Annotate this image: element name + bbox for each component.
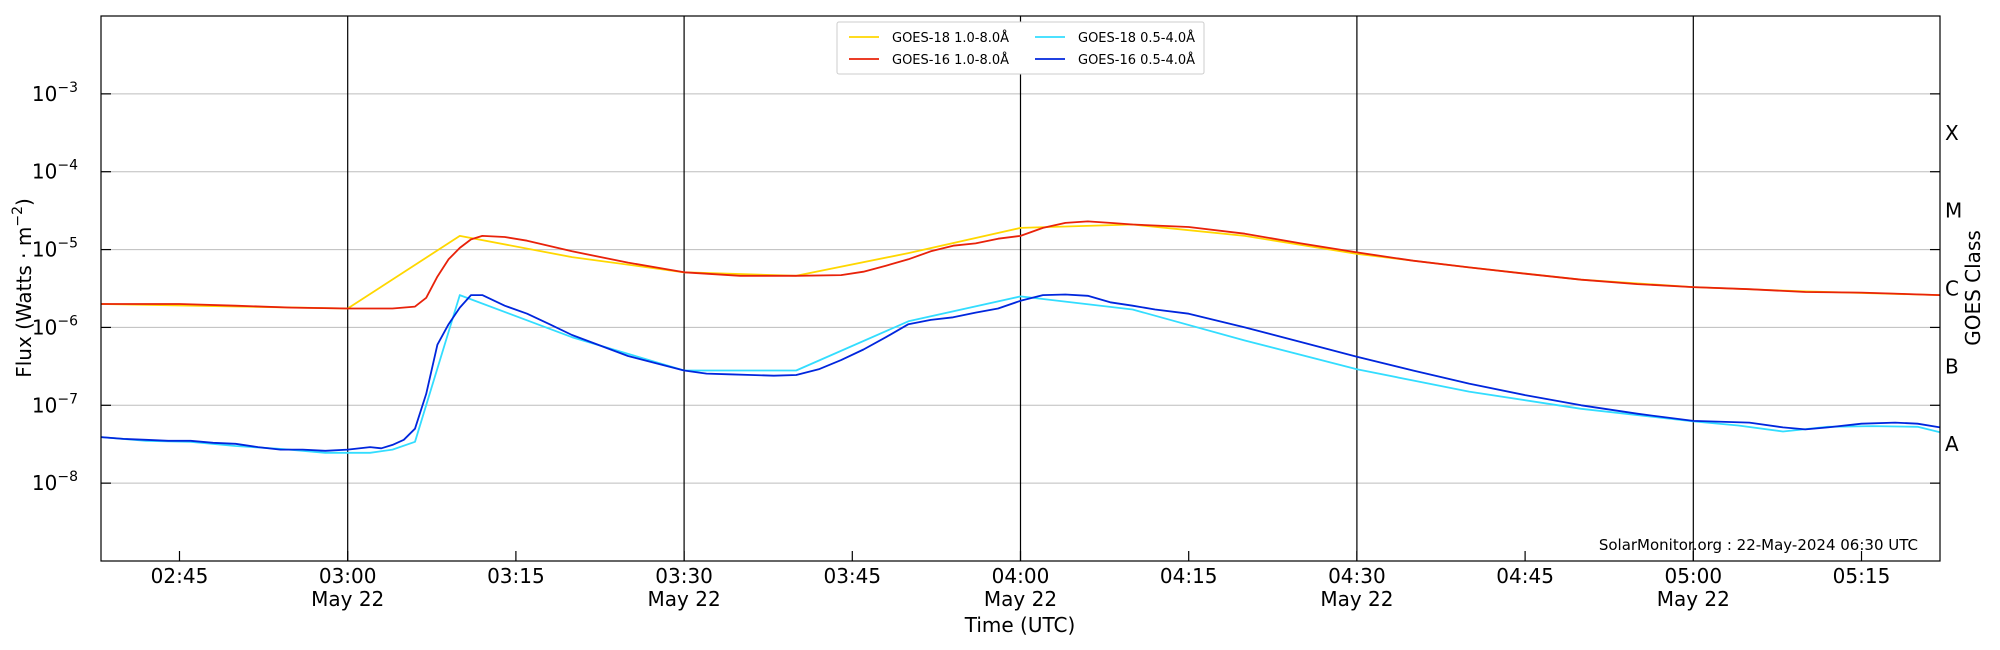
x-tick-label-4: 03:45 (823, 564, 881, 588)
x-tick-label-7: 04:30 (1328, 564, 1386, 588)
x-tick-label-2: 03:15 (487, 564, 545, 588)
x-tick-label-5: 04:00 (992, 564, 1050, 588)
y-tick-label-1: 10−7 (32, 391, 78, 417)
y-tick-label-0: 10−8 (32, 469, 78, 495)
x-tick-sublabel-7: May 22 (1320, 587, 1393, 611)
goes-class-a: A (1945, 432, 1959, 456)
x-tick-sublabel-9: May 22 (1657, 587, 1730, 611)
x-tick-label-3: 03:30 (655, 564, 713, 588)
x-tick-sublabel-5: May 22 (984, 587, 1057, 611)
y-tick-label-2: 10−6 (32, 313, 78, 339)
legend: GOES-18 1.0-8.0Å GOES-16 1.0-8.0Å GOES-18 … (836, 21, 1205, 75)
legend-label-2: GOES-18 0.5-4.0Å (1078, 30, 1195, 46)
x-tick-label-6: 04:15 (1160, 564, 1218, 588)
goes-class-m: M (1945, 199, 1962, 223)
y-tick-label-3: 10−5 (32, 236, 78, 262)
y-tick-label-5: 10−3 (32, 80, 78, 106)
x-tick-sublabel-3: May 22 (648, 587, 721, 611)
day-marker-lines (347, 16, 1694, 561)
x-tick-sublabel-1: May 22 (311, 587, 384, 611)
x-tick-label-9: 05:00 (1664, 564, 1722, 588)
goes-class-x: X (1945, 121, 1959, 145)
x-tick-label-8: 04:45 (1496, 564, 1554, 588)
x-tick-label-0: 02:45 (151, 564, 209, 588)
legend-label-0: GOES-18 1.0-8.0Å (892, 30, 1009, 46)
series-line-1 (101, 220, 1941, 310)
goes-class-labels: A B C M X (1945, 121, 1962, 456)
x-tick-label-1: 03:00 (319, 564, 377, 588)
goes-class-b: B (1945, 354, 1959, 378)
right-axis-title: GOES Class (1961, 230, 1985, 346)
y-tick-label-4: 10−4 (32, 158, 78, 184)
source-credit: SolarMonitor.org : 22-May-2024 06:30 UTC (1599, 536, 1918, 554)
series-lines (100, 220, 1941, 454)
y-axis-title: Flux (Watts · m−2) (10, 198, 36, 378)
legend-label-1: GOES-16 1.0-8.0Å (892, 52, 1009, 68)
x-axis-title: Time (UTC) (964, 613, 1076, 637)
legend-box (836, 21, 1205, 75)
x-tick-label-10: 05:15 (1833, 564, 1891, 588)
y-axis-ticks: 10−8 10−7 10−6 10−5 10−4 10−3 (32, 80, 1940, 495)
series-line-3 (100, 293, 1941, 452)
goes-class-c: C (1945, 277, 1959, 301)
legend-label-3: GOES-16 0.5-4.0Å (1078, 52, 1195, 68)
